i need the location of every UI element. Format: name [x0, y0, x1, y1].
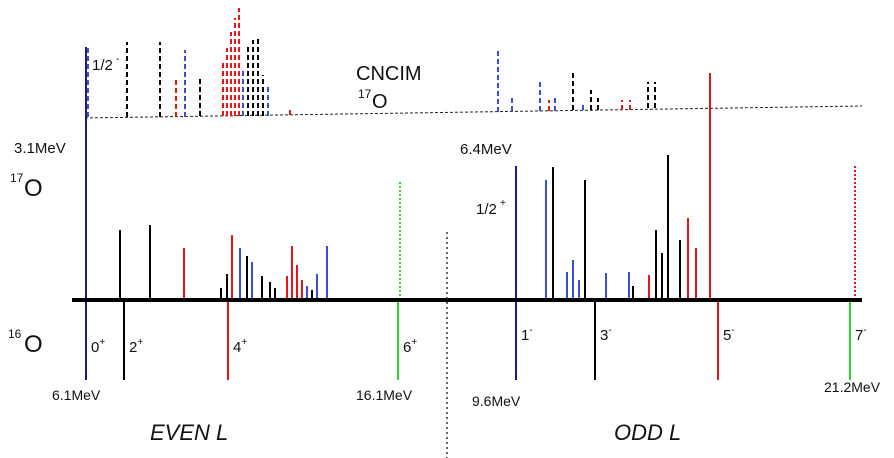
state-label-0p: 0+	[91, 337, 105, 356]
half-minus-label: 1/2	[92, 57, 113, 74]
e-212-label: 21.2MeV	[824, 379, 881, 395]
state-label-6p: 6+	[403, 337, 417, 356]
o16-sup: 16	[8, 327, 22, 341]
state-label-3m: 3-	[600, 325, 612, 344]
state-label-5m: 5-	[723, 325, 735, 344]
o16-states	[85, 302, 851, 380]
e-64-label: 6.4MeV	[460, 141, 512, 158]
o17-left-base: O	[24, 175, 43, 202]
odd-l-label: ODD L	[614, 420, 681, 445]
o17-top-base: O	[372, 91, 388, 113]
o16-base: O	[24, 331, 43, 358]
half-plus-label: 1/2	[476, 201, 497, 218]
o17-left-sup: 17	[10, 171, 24, 185]
half-plus-sup: +	[500, 198, 506, 209]
e-96-label: 9.6MeV	[472, 393, 521, 409]
cncim-label: CNCIM	[356, 63, 422, 85]
half-minus-sup: -	[116, 54, 119, 65]
even-l-label: EVEN L	[150, 420, 228, 445]
o17-top-sup: 17	[358, 87, 372, 101]
e-31-label: 3.1MeV	[14, 140, 66, 157]
state-label-1m: 1-	[521, 325, 533, 344]
e-61-label: 6.1MeV	[52, 387, 101, 403]
state-label-2p: 2+	[129, 337, 143, 356]
o17-spectrum	[119, 73, 711, 300]
cncim-spectrum	[87, 8, 656, 117]
e-161-label: 16.1MeV	[356, 387, 413, 403]
state-label-7m: 7-	[855, 325, 867, 344]
cncim-baseline	[84, 105, 863, 119]
state-label-4p: 4+	[233, 337, 247, 356]
o16-state-labels: 0+ 2+ 4+ 6+ 1- 3- 5- 7-	[91, 325, 867, 356]
